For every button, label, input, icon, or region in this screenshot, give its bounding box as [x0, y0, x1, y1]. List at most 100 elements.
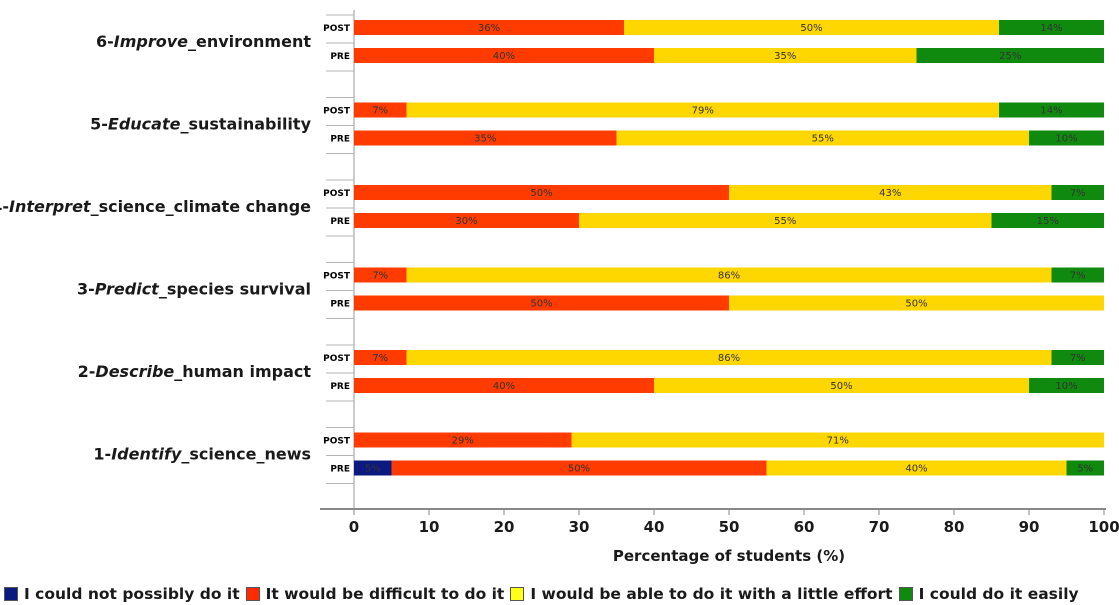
segment-data-label: 7%	[372, 353, 388, 364]
bar-phase-label: PRE	[330, 300, 350, 310]
bar-segment	[654, 48, 917, 63]
segment-data-label: 50%	[800, 23, 822, 34]
x-tick-label: 0	[349, 518, 359, 536]
bar-phase-label: PRE	[330, 135, 350, 145]
bar-segment	[654, 378, 1029, 393]
segment-data-label: 50%	[830, 381, 852, 392]
category-group: 2-Describe_human impact POST 7% 86% 7% PRE 40%…	[78, 344, 1104, 402]
stacked-bar-chart: 6-Improve_environment POST 36% 50% 14% PRE 40%…	[0, 10, 1119, 565]
segment-data-label: 7%	[1070, 353, 1086, 364]
segment-data-label: 43%	[879, 188, 901, 199]
category-label: 4-Interpret_science_climate change	[0, 197, 311, 216]
bar-segment	[729, 185, 1052, 200]
bar-phase-label: PRE	[330, 465, 350, 475]
segment-data-label: 86%	[718, 271, 740, 282]
bar-phase-label: POST	[323, 437, 351, 447]
x-tick-label: 50	[719, 518, 740, 536]
x-tick-label: 30	[569, 518, 590, 536]
x-tick-label: 40	[644, 518, 665, 536]
category-group: 1-Identify_science_news POST 29% 71% PRE 5% 50…	[93, 427, 1104, 484]
segment-data-label: 79%	[692, 106, 714, 117]
x-axis-title: Percentage of students (%)	[613, 547, 845, 565]
segment-data-label: 50%	[568, 464, 590, 475]
bar-segment	[391, 460, 767, 476]
segment-data-label: 50%	[530, 299, 552, 310]
bar-segment	[729, 295, 1104, 311]
bar-segment	[354, 213, 579, 228]
bar-segment	[354, 48, 654, 63]
bar-phase-label: PRE	[330, 52, 350, 62]
category-group: 6-Improve_environment POST 36% 50% 14% PRE 40%…	[96, 14, 1104, 72]
x-tick-label: 60	[794, 518, 815, 536]
category-label: 3-Predict_species survival	[77, 280, 311, 299]
x-tick-label: 80	[944, 518, 965, 536]
x-tick-label: 100	[1088, 518, 1119, 536]
legend-label: It would be difficult to do it	[265, 585, 505, 603]
bar-segment	[766, 460, 1067, 476]
segment-data-label: 40%	[493, 381, 515, 392]
category-label: 2-Describe_human impact	[78, 362, 312, 381]
bar-segment	[616, 130, 1029, 146]
category-group: 4-Interpret_science_climate change POST 50…	[0, 179, 1104, 237]
segment-data-label: 55%	[812, 134, 834, 145]
category-group: 5-Educate_sustainability POST 7% 79% 14% PRE 3…	[90, 97, 1104, 154]
legend-swatch	[898, 587, 913, 601]
bar-phase-label: PRE	[330, 217, 350, 227]
segment-data-label: 7%	[1070, 188, 1086, 199]
legend-item-little-effort: I would be able to do it with a little e…	[510, 585, 893, 603]
bar-segment	[354, 295, 729, 311]
bar-phase-label: PRE	[330, 382, 350, 392]
segment-data-label: 5%	[1077, 464, 1093, 475]
bar-segment	[354, 378, 654, 393]
segment-data-label: 86%	[718, 353, 740, 364]
legend-label: I could do it easily	[918, 585, 1079, 603]
x-tick-label: 20	[494, 518, 515, 536]
bar-segment	[991, 213, 1104, 228]
legend-label: I could not possibly do it	[24, 585, 240, 603]
segment-data-label: 71%	[827, 436, 849, 447]
category-label: 1-Identify_science_news	[93, 445, 311, 464]
segment-data-label: 7%	[372, 106, 388, 117]
legend-swatch	[245, 587, 260, 601]
segment-data-label: 40%	[493, 51, 515, 62]
bar-segment	[1051, 267, 1104, 283]
x-tick-label: 70	[869, 518, 890, 536]
bar-segment	[916, 48, 1104, 63]
bar-segment	[1029, 378, 1104, 393]
bar-segment	[354, 350, 407, 365]
segment-data-label: 50%	[530, 188, 552, 199]
segment-data-label: 10%	[1055, 381, 1077, 392]
segment-data-label: 35%	[474, 134, 496, 145]
bar-segment	[354, 185, 729, 200]
category-group: 3-Predict_species survival POST 7% 86% 7% PRE…	[77, 262, 1104, 319]
segment-data-label: 14%	[1040, 106, 1062, 117]
legend-item-not-possible: I could not possibly do it	[4, 585, 240, 603]
segment-data-label: 5%	[365, 464, 381, 475]
bar-phase-label: POST	[323, 354, 351, 364]
bar-segment	[354, 130, 617, 146]
bar-segment	[999, 20, 1104, 35]
legend-label: I would be able to do it with a little e…	[530, 585, 893, 603]
segment-data-label: 15%	[1037, 216, 1059, 227]
bar-segment	[1029, 130, 1104, 146]
bar-segment	[406, 267, 1052, 283]
bar-segment	[406, 350, 1052, 365]
segment-data-label: 29%	[452, 436, 474, 447]
segment-data-label: 7%	[372, 271, 388, 282]
segment-data-label: 25%	[999, 51, 1021, 62]
segment-data-label: 55%	[774, 216, 796, 227]
bar-segment	[1051, 350, 1104, 365]
bar-phase-label: POST	[323, 24, 351, 34]
bar-segment	[999, 102, 1104, 118]
bar-phase-label: POST	[323, 107, 351, 117]
segment-data-label: 35%	[774, 51, 796, 62]
bar-segment	[354, 102, 407, 118]
bar-phase-label: POST	[323, 272, 351, 282]
legend-item-easily: I could do it easily	[898, 585, 1079, 603]
legend-item-difficult: It would be difficult to do it	[245, 585, 505, 603]
category-label: 5-Educate_sustainability	[90, 115, 311, 134]
segment-data-label: 30%	[455, 216, 477, 227]
segment-data-label: 7%	[1070, 271, 1086, 282]
bar-segment	[579, 213, 992, 228]
bar-phase-label: POST	[323, 189, 351, 199]
